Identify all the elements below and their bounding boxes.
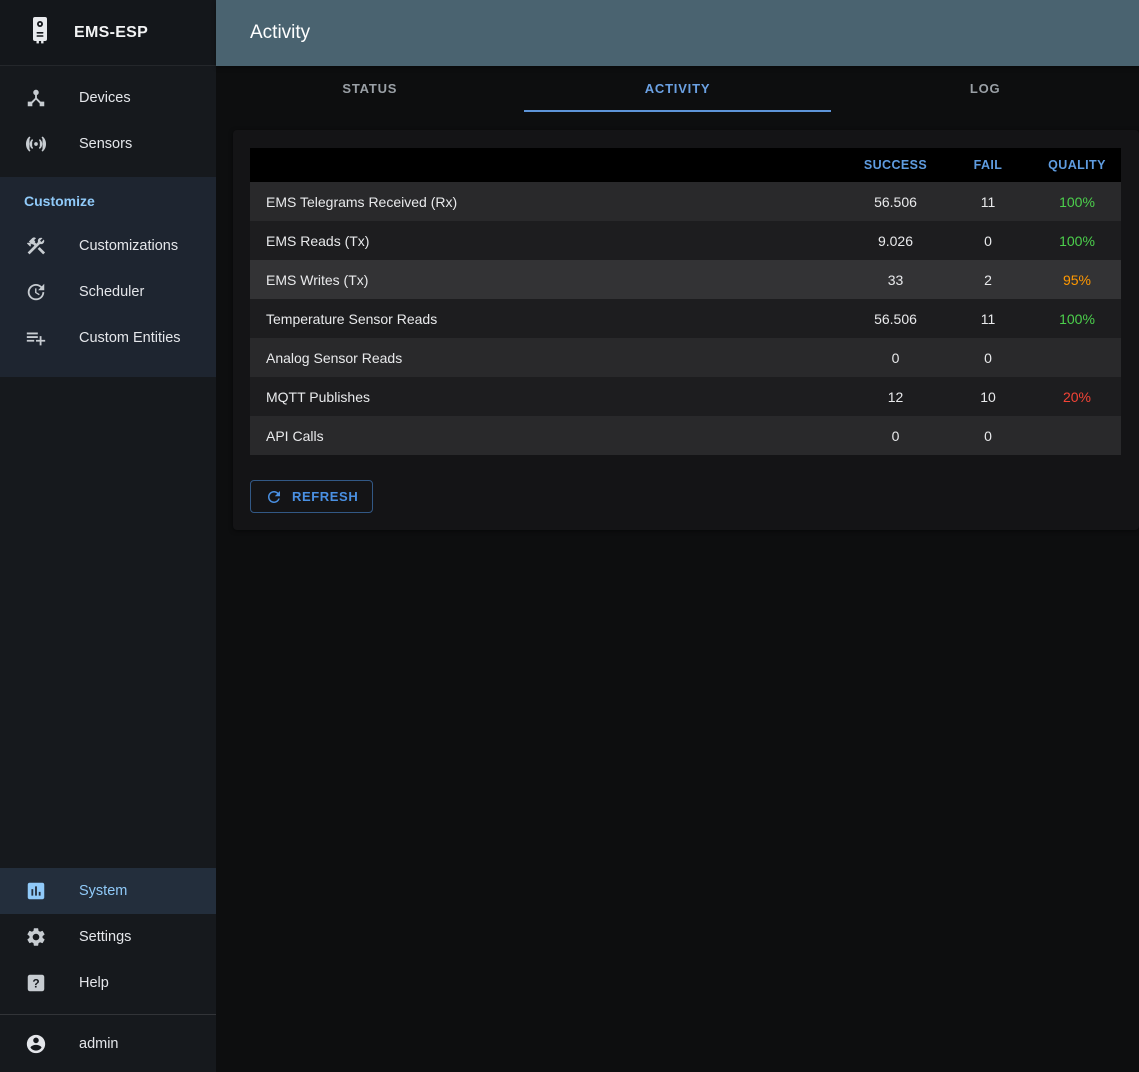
refresh-icon — [265, 488, 283, 506]
sidebar-item-sensors[interactable]: Sensors — [0, 121, 216, 167]
help-icon: ? — [25, 972, 47, 994]
app-bar: Activity — [216, 0, 1139, 66]
quality-value — [1033, 338, 1121, 377]
user-label: admin — [79, 1035, 119, 1052]
metric-label: EMS Writes (Tx) — [266, 271, 369, 288]
fail-value: 0 — [984, 349, 992, 366]
settings-gear-icon — [25, 926, 47, 948]
success-value: 12 — [887, 388, 904, 405]
sidebar-user-admin[interactable]: admin — [0, 1015, 216, 1072]
tab-status[interactable]: STATUS — [216, 66, 524, 112]
fail-value: 11 — [980, 193, 996, 210]
sidebar-item-label: System — [79, 883, 128, 899]
sidebar-customize-section: Customize Customizations Scheduler Custo… — [0, 177, 216, 377]
tab-activity[interactable]: ACTIVITY — [523, 66, 832, 112]
table-row: EMS Telegrams Received (Rx) 56.506 11 10… — [250, 182, 1121, 221]
column-header-fail: FAIL — [943, 148, 1033, 182]
metric-label: EMS Reads (Tx) — [266, 232, 370, 249]
sidebar-item-scheduler[interactable]: Scheduler — [0, 269, 216, 315]
main-content: Activity STATUS ACTIVITY LOG SUCCESS FAI… — [216, 0, 1139, 1072]
sidebar-item-devices[interactable]: Devices — [0, 75, 216, 121]
fail-value: 0 — [984, 232, 992, 249]
page-title: Activity — [250, 22, 311, 43]
table-row: Analog Sensor Reads 0 0 — [250, 338, 1121, 377]
table-row: MQTT Publishes 12 10 20% — [250, 377, 1121, 416]
construction-tools-icon — [25, 235, 47, 257]
table-header-row: SUCCESS FAIL QUALITY — [250, 148, 1121, 182]
success-value: 56.506 — [874, 310, 917, 327]
metric-label: Temperature Sensor Reads — [266, 310, 438, 327]
quality-value: 95% — [1062, 271, 1092, 288]
sensors-icon — [25, 133, 47, 155]
sidebar-item-label: Sensors — [79, 136, 133, 152]
sidebar-item-customizations[interactable]: Customizations — [0, 223, 216, 269]
success-value: 0 — [891, 349, 900, 366]
sidebar-item-label: Custom Entities — [79, 330, 181, 346]
account-circle-icon — [25, 1033, 47, 1055]
table-row: Temperature Sensor Reads 56.506 11 100% — [250, 299, 1121, 338]
sidebar-divider — [0, 1014, 216, 1015]
customize-section-header: Customize — [24, 193, 95, 209]
table-row: EMS Writes (Tx) 33 2 95% — [250, 260, 1121, 299]
quality-value: 100% — [1059, 193, 1095, 210]
sidebar-item-label: Settings — [79, 929, 132, 945]
fail-value: 0 — [984, 427, 992, 444]
table-row: EMS Reads (Tx) 9.026 0 100% — [250, 221, 1121, 260]
schedule-update-icon — [25, 281, 47, 303]
fail-value: 2 — [984, 271, 992, 288]
metric-label: EMS Telegrams Received (Rx) — [266, 193, 458, 210]
sidebar-item-system[interactable]: System — [0, 868, 216, 914]
sidebar-secondary-nav: System Settings ? Help — [0, 868, 216, 1072]
sidebar-item-label: Customizations — [79, 238, 179, 254]
column-header-success: SUCCESS — [848, 148, 943, 182]
success-value: 33 — [887, 271, 904, 288]
sidebar-primary-nav: Devices Sensors — [0, 66, 216, 167]
success-value: 0 — [891, 427, 900, 444]
sidebar-item-label: Scheduler — [79, 284, 145, 300]
fail-value: 10 — [980, 388, 996, 405]
table-row: API Calls 0 0 — [250, 416, 1121, 455]
sidebar: EMS-ESP Devices Se — [0, 0, 216, 1072]
ems-esp-logo-icon — [28, 16, 52, 49]
tab-log[interactable]: LOG — [831, 66, 1139, 112]
sidebar-item-help[interactable]: ? Help — [0, 960, 216, 1006]
playlist-add-icon — [25, 327, 47, 349]
fail-value: 11 — [980, 310, 996, 327]
column-header-metric — [250, 148, 848, 182]
sidebar-item-label: Devices — [79, 90, 131, 106]
sidebar-item-settings[interactable]: Settings — [0, 914, 216, 960]
refresh-button[interactable]: REFRESH — [250, 480, 374, 513]
sidebar-item-custom-entities[interactable]: Custom Entities — [0, 315, 216, 361]
brand-title: EMS-ESP — [74, 23, 149, 41]
success-value: 56.506 — [874, 193, 917, 210]
quality-value: 100% — [1059, 232, 1095, 249]
svg-text:?: ? — [32, 977, 39, 991]
refresh-button-label: REFRESH — [292, 489, 359, 504]
column-header-quality: QUALITY — [1033, 148, 1121, 182]
tab-bar: STATUS ACTIVITY LOG — [216, 66, 1139, 112]
metric-label: MQTT Publishes — [266, 388, 370, 405]
sidebar-item-label: Help — [79, 975, 109, 991]
brand-header: EMS-ESP — [0, 0, 216, 66]
analytics-icon — [25, 880, 47, 902]
quality-value — [1033, 416, 1121, 455]
activity-table: SUCCESS FAIL QUALITY EMS Telegrams Recei… — [250, 148, 1121, 455]
metric-label: Analog Sensor Reads — [266, 349, 403, 366]
success-value: 9.026 — [877, 232, 914, 249]
device-hub-icon — [25, 87, 47, 109]
quality-value: 20% — [1062, 388, 1092, 405]
quality-value: 100% — [1059, 310, 1095, 327]
activity-panel: SUCCESS FAIL QUALITY EMS Telegrams Recei… — [233, 130, 1139, 530]
metric-label: API Calls — [266, 427, 324, 444]
